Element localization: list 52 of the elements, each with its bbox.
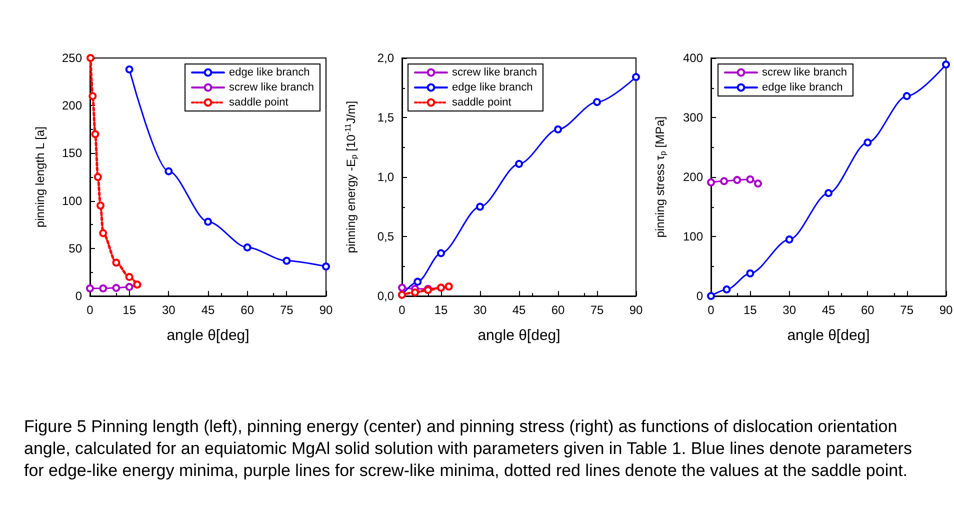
y-tick-label: 2,0 — [377, 51, 394, 65]
y-axis-title: pinning stress τp [MPa] — [653, 116, 668, 238]
legend-label: screw like branch — [762, 66, 847, 78]
x-tick-label: 30 — [162, 303, 176, 317]
x-tick-label: 90 — [939, 303, 953, 317]
x-tick-label: 0 — [398, 303, 406, 317]
y-tick-label: 0,0 — [377, 289, 394, 303]
x-tick-label: 0 — [86, 303, 94, 317]
x-tick-label: 45 — [201, 303, 215, 317]
x-tick-label: 90 — [629, 303, 643, 317]
legend-label: edge like branch — [452, 82, 533, 94]
y-tick-label: 50 — [68, 241, 82, 256]
y-tick-label: 1,0 — [377, 170, 394, 184]
legend-label: screw like branch — [229, 82, 314, 94]
y-tick-label: 200 — [682, 170, 704, 184]
x-tick-label: 45 — [512, 303, 526, 317]
x-tick-label: 60 — [860, 303, 875, 317]
y-tick-label: 200 — [62, 98, 82, 113]
y-tick-label: 400 — [682, 51, 704, 65]
y-tick-label: 250 — [62, 51, 82, 65]
y-tick-label: 0,5 — [377, 230, 394, 244]
x-tick-label: 15 — [122, 303, 136, 317]
y-tick-label: 300 — [682, 110, 704, 124]
x-tick-label: 30 — [782, 303, 796, 317]
x-tick-label: 30 — [473, 303, 487, 317]
legend-label: saddle point — [229, 96, 288, 108]
x-tick-label: 0 — [708, 303, 715, 317]
y-axis-title: pinning length L [a] — [33, 126, 47, 228]
legend-label: screw like branch — [452, 66, 537, 78]
x-tick-label: 75 — [590, 303, 604, 317]
x-tick-label: 60 — [551, 303, 565, 317]
legend-label: saddle point — [452, 96, 512, 108]
x-tick-label: 60 — [240, 303, 254, 317]
x-tick-label: 90 — [319, 303, 333, 317]
legend-label: edge like branch — [229, 66, 310, 78]
y-tick-label: 0 — [75, 289, 82, 303]
y-tick-label: 0 — [696, 289, 704, 303]
legend-label: edge like branch — [762, 82, 843, 94]
x-axis-title: angle θ[deg] — [166, 327, 250, 344]
y-tick-label: 100 — [62, 194, 82, 208]
x-axis-title: angle θ[deg] — [478, 327, 560, 344]
y-axis-title: pinning energy -Ep [10-11J/m] — [344, 100, 358, 254]
x-tick-label: 45 — [822, 303, 836, 317]
x-tick-label: 75 — [280, 303, 294, 317]
caption: Figure 5 Pinning length (left), pinning energy (center) and pinning stress (right) as functions of dislocation orientation angle, calculated for an equiatomic MgAl solid solution with parameters given in Table 1. Blue lines denote parameters for edge-like energy minima, purple lines for screw-like minima, dotted red lines denote the values at the saddle point. — [24, 416, 913, 482]
x-tick-label: 75 — [900, 303, 914, 317]
y-tick-label: 1,5 — [377, 110, 394, 124]
y-tick-label: 150 — [62, 146, 82, 160]
x-axis-title: angle θ[deg] — [787, 327, 870, 344]
x-tick-label: 15 — [743, 303, 758, 317]
y-tick-label: 100 — [682, 230, 704, 244]
x-tick-label: 15 — [434, 303, 448, 317]
